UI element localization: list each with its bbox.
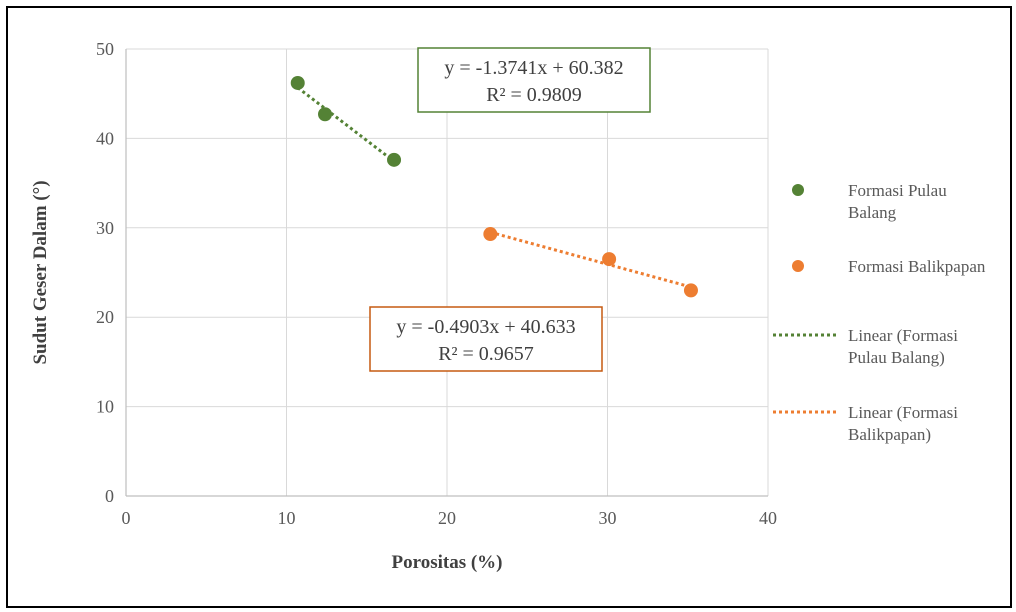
y-tick-label-50: 50 — [96, 39, 114, 59]
chart-frame: 0 10 20 30 40 0 10 20 30 40 50 Porositas (%) Sudut G… — [6, 6, 1012, 608]
y-tick-label-20: 20 — [96, 307, 114, 327]
legend-trend-label-1-0: Linear (Formasi — [848, 403, 958, 422]
y-tick-label-30: 30 — [96, 218, 114, 238]
data-point-1-1 — [602, 252, 617, 267]
legend-marker-0 — [792, 184, 804, 196]
x-tick-label-0: 0 — [122, 508, 131, 528]
legend-label-1-0: Formasi Balikpapan — [848, 257, 986, 276]
legend-trend-label-0-1: Pulau Balang) — [848, 348, 945, 367]
legend-trend-label-1-1: Balikpapan) — [848, 425, 931, 444]
r2-label-1: R² = 0.9657 — [438, 343, 534, 365]
x-tick-label-10: 10 — [278, 508, 296, 528]
r2-label-0: R² = 0.9809 — [486, 84, 582, 106]
data-point-0-2 — [387, 152, 402, 167]
x-tick-label-30: 30 — [599, 508, 617, 528]
x-tick-label-40: 40 — [759, 508, 777, 528]
trendline-0 — [296, 86, 395, 163]
equation-box-0 — [417, 47, 651, 113]
legend-label-0-1: Balang — [848, 203, 897, 222]
data-point-0-0 — [290, 75, 305, 90]
x-axis-title: Porositas (%) — [392, 552, 503, 573]
legend-trend-label-0-0: Linear (Formasi — [848, 326, 958, 345]
y-tick-label-0: 0 — [105, 486, 114, 506]
legend-marker-1 — [792, 260, 804, 272]
y-axis-title: Sudut Geser Dalam (°) — [30, 180, 51, 364]
y-tick-label-10: 10 — [96, 397, 114, 417]
y-tick-label-40: 40 — [96, 128, 114, 148]
data-point-0-1 — [318, 107, 333, 122]
scatter-chart: 0 10 20 30 40 0 10 20 30 40 50 Porositas (%) Sudut G… — [30, 39, 986, 573]
data-point-1-0 — [483, 227, 498, 242]
legend-label-0-0: Formasi Pulau — [848, 181, 947, 200]
equation-label-1: y = -0.4903x + 40.633 — [396, 316, 575, 338]
x-tick-label-20: 20 — [438, 508, 456, 528]
trendline-1 — [489, 230, 692, 289]
equation-label-0: y = -1.3741x + 60.382 — [444, 57, 623, 79]
equation-box-1 — [369, 306, 603, 372]
data-point-1-2 — [683, 283, 698, 298]
